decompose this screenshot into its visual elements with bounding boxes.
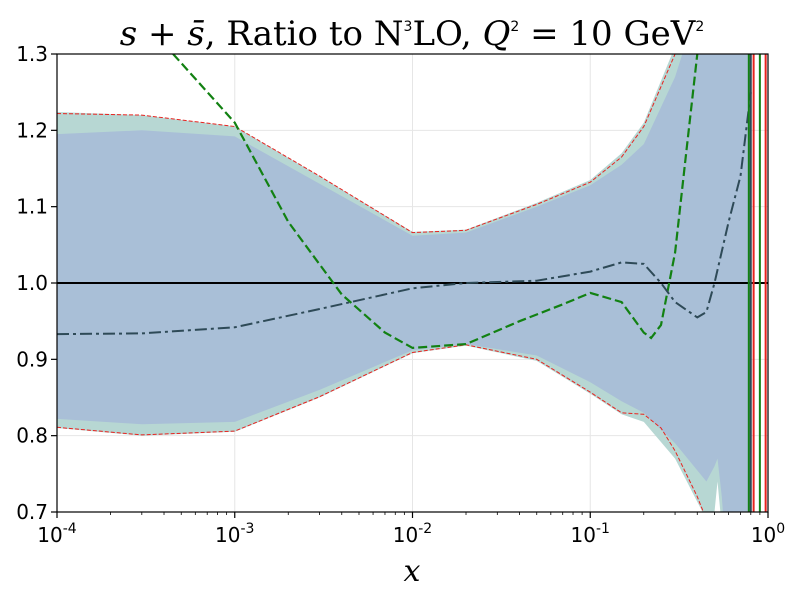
band-edge-lower xyxy=(57,344,704,512)
y-tick-label: 0.7 xyxy=(16,500,48,524)
y-tick-label: 0.9 xyxy=(16,347,48,371)
green-dashed xyxy=(172,54,699,350)
y-tick-label: 1.1 xyxy=(16,195,48,219)
y-axis-ticks: 0.7 0.8 0.9 1.0 1.1 1.2 1.3 xyxy=(16,42,57,524)
y-tick-label: 0.8 xyxy=(16,424,48,448)
chart-title: s + s̄, Ratio to N3LO, Q2 = 10 GeV2 xyxy=(120,14,705,54)
y-tick-label: 1.2 xyxy=(16,118,48,142)
y-tick-label: 1.3 xyxy=(16,42,48,66)
x-tick-label: 10-3 xyxy=(215,521,254,547)
edge-spikes xyxy=(747,54,767,512)
y-tick-label: 1.0 xyxy=(16,271,48,295)
x-tick-label: 10-1 xyxy=(571,521,610,547)
x-axis-ticks: 10-4 10-3 10-2 10-1 100 xyxy=(37,512,785,547)
inner-band xyxy=(57,54,751,512)
x-axis-label: x xyxy=(404,554,421,589)
x-tick-label: 10-4 xyxy=(37,521,77,547)
dashdot-central xyxy=(57,92,752,336)
uncertainty-bands xyxy=(57,54,751,512)
x-tick-label: 100 xyxy=(751,521,785,547)
series-lines xyxy=(57,54,752,512)
x-tick-label: 10-2 xyxy=(393,521,432,547)
band-edge-upper xyxy=(57,54,676,234)
